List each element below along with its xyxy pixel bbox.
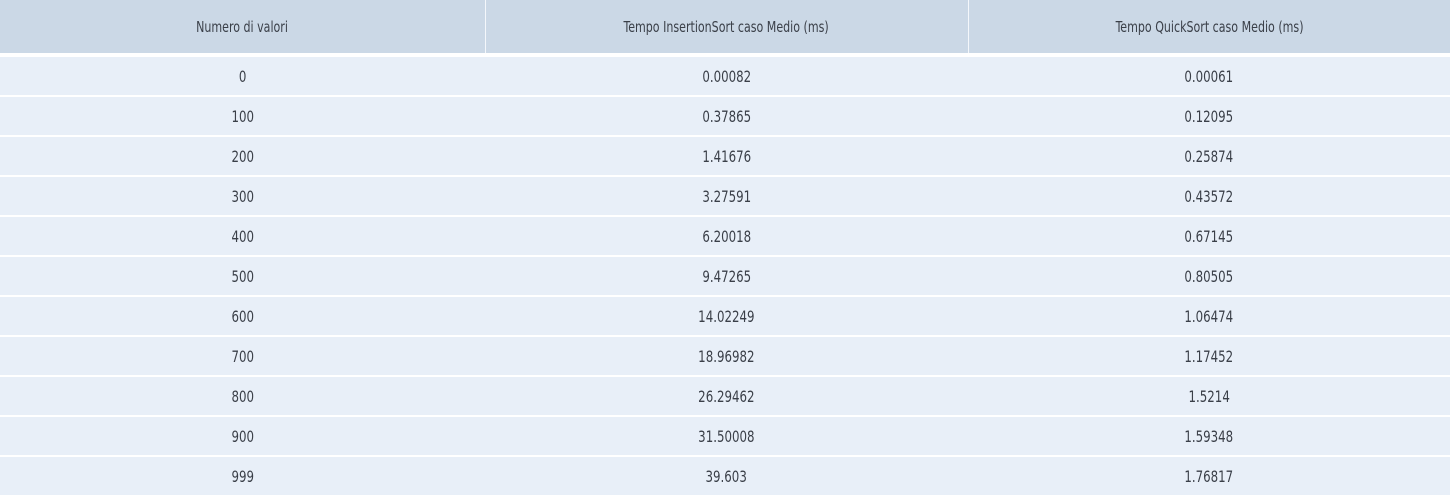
table-cell: 999 <box>0 455 485 495</box>
header-label: Tempo QuickSort caso Medio (ms) <box>1115 17 1304 36</box>
table-row: 700 18.96982 1.17452 <box>0 335 1450 376</box>
cell-value: 0.67145 <box>1184 226 1234 246</box>
table-cell: 500 <box>0 255 485 296</box>
header-row: Numero di valori Tempo InsertionSort cas… <box>0 0 1450 57</box>
header-cell-numero-valori[interactable]: Numero di valori <box>0 0 486 57</box>
table-body: 0 0.00082 0.00061 100 0.37865 0.12095 200 1.416… <box>0 54 1450 495</box>
cell-value: 100 <box>231 106 254 126</box>
cell-value: 0.43572 <box>1184 186 1234 206</box>
table-cell: 0.00082 <box>485 54 968 96</box>
table-row: 600 14.02249 1.06474 <box>0 295 1450 336</box>
table-cell: 0.25874 <box>968 135 1450 176</box>
cell-value: 1.59348 <box>1184 426 1234 446</box>
cell-value: 800 <box>231 386 254 406</box>
table-row: 200 1.41676 0.25874 <box>0 135 1450 176</box>
cell-value: 1.17452 <box>1184 346 1234 366</box>
cell-value: 0.00082 <box>702 66 751 86</box>
cell-value: 700 <box>231 346 254 366</box>
table-cell: 0.43572 <box>968 175 1450 216</box>
table-cell: 1.5214 <box>968 375 1450 416</box>
cell-value: 18.96982 <box>698 346 755 366</box>
cell-value: 39.603 <box>705 466 748 486</box>
cell-value: 14.02249 <box>698 306 755 326</box>
cell-value: 3.27591 <box>702 186 751 206</box>
cell-value: 200 <box>231 146 254 166</box>
table-header: Numero di valori Tempo InsertionSort cas… <box>0 0 1450 57</box>
cell-value: 600 <box>231 306 254 326</box>
cell-value: 900 <box>231 426 254 446</box>
table-cell: 39.603 <box>485 455 968 495</box>
header-cell-quicksort[interactable]: Tempo QuickSort caso Medio (ms) <box>968 0 1450 57</box>
table-cell: 6.20018 <box>485 215 968 256</box>
table-cell: 0.67145 <box>968 215 1450 256</box>
table-row: 0 0.00082 0.00061 <box>0 54 1450 96</box>
cell-value: 1.06474 <box>1184 306 1234 326</box>
table-row: 999 39.603 1.76817 <box>0 455 1450 495</box>
table-cell: 600 <box>0 295 485 336</box>
table-cell: 200 <box>0 135 485 176</box>
table-cell: 1.06474 <box>968 295 1450 336</box>
cell-value: 1.5214 <box>1188 386 1230 406</box>
table-cell: 700 <box>0 335 485 376</box>
table-cell: 3.27591 <box>485 175 968 216</box>
table-cell: 0.80505 <box>968 255 1450 296</box>
cell-value: 6.20018 <box>702 226 751 246</box>
cell-value: 0.80505 <box>1184 266 1234 286</box>
cell-value: 26.29462 <box>698 386 755 406</box>
table-cell: 31.50008 <box>485 415 968 456</box>
cell-value: 300 <box>231 186 254 206</box>
table-cell: 1.76817 <box>968 455 1450 495</box>
cell-value: 9.47265 <box>702 266 751 286</box>
table-row: 400 6.20018 0.67145 <box>0 215 1450 256</box>
table-cell: 0.00061 <box>968 54 1450 96</box>
table-cell: 14.02249 <box>485 295 968 336</box>
cell-value: 0 <box>238 66 247 86</box>
table-cell: 400 <box>0 215 485 256</box>
cell-value: 0.25874 <box>1184 146 1234 166</box>
table-row: 100 0.37865 0.12095 <box>0 95 1450 136</box>
cell-value: 999 <box>231 466 254 486</box>
cell-value: 500 <box>231 266 254 286</box>
table-cell: 26.29462 <box>485 375 968 416</box>
cell-value: 1.76817 <box>1184 466 1234 486</box>
table-cell: 800 <box>0 375 485 416</box>
header-label: Tempo InsertionSort caso Medio (ms) <box>623 17 830 36</box>
cell-value: 400 <box>231 226 254 246</box>
table-cell: 0.37865 <box>485 95 968 136</box>
cell-value: 0.37865 <box>702 106 751 126</box>
table-cell: 0 <box>0 54 485 96</box>
table-row: 500 9.47265 0.80505 <box>0 255 1450 296</box>
table-row: 900 31.50008 1.59348 <box>0 415 1450 456</box>
table-cell: 0.12095 <box>968 95 1450 136</box>
cell-value: 1.41676 <box>702 146 751 166</box>
table-cell: 1.17452 <box>968 335 1450 376</box>
table-cell: 300 <box>0 175 485 216</box>
table-cell: 1.59348 <box>968 415 1450 456</box>
table-cell: 9.47265 <box>485 255 968 296</box>
cell-value: 31.50008 <box>698 426 755 446</box>
cell-value: 0.00061 <box>1184 66 1234 86</box>
table-cell: 100 <box>0 95 485 136</box>
header-cell-insertionsort[interactable]: Tempo InsertionSort caso Medio (ms) <box>485 0 969 57</box>
table-cell: 18.96982 <box>485 335 968 376</box>
header-label: Numero di valori <box>196 17 289 36</box>
table-row: 800 26.29462 1.5214 <box>0 375 1450 416</box>
table-cell: 1.41676 <box>485 135 968 176</box>
table-row: 300 3.27591 0.43572 <box>0 175 1450 216</box>
table-cell: 900 <box>0 415 485 456</box>
cell-value: 0.12095 <box>1184 106 1234 126</box>
